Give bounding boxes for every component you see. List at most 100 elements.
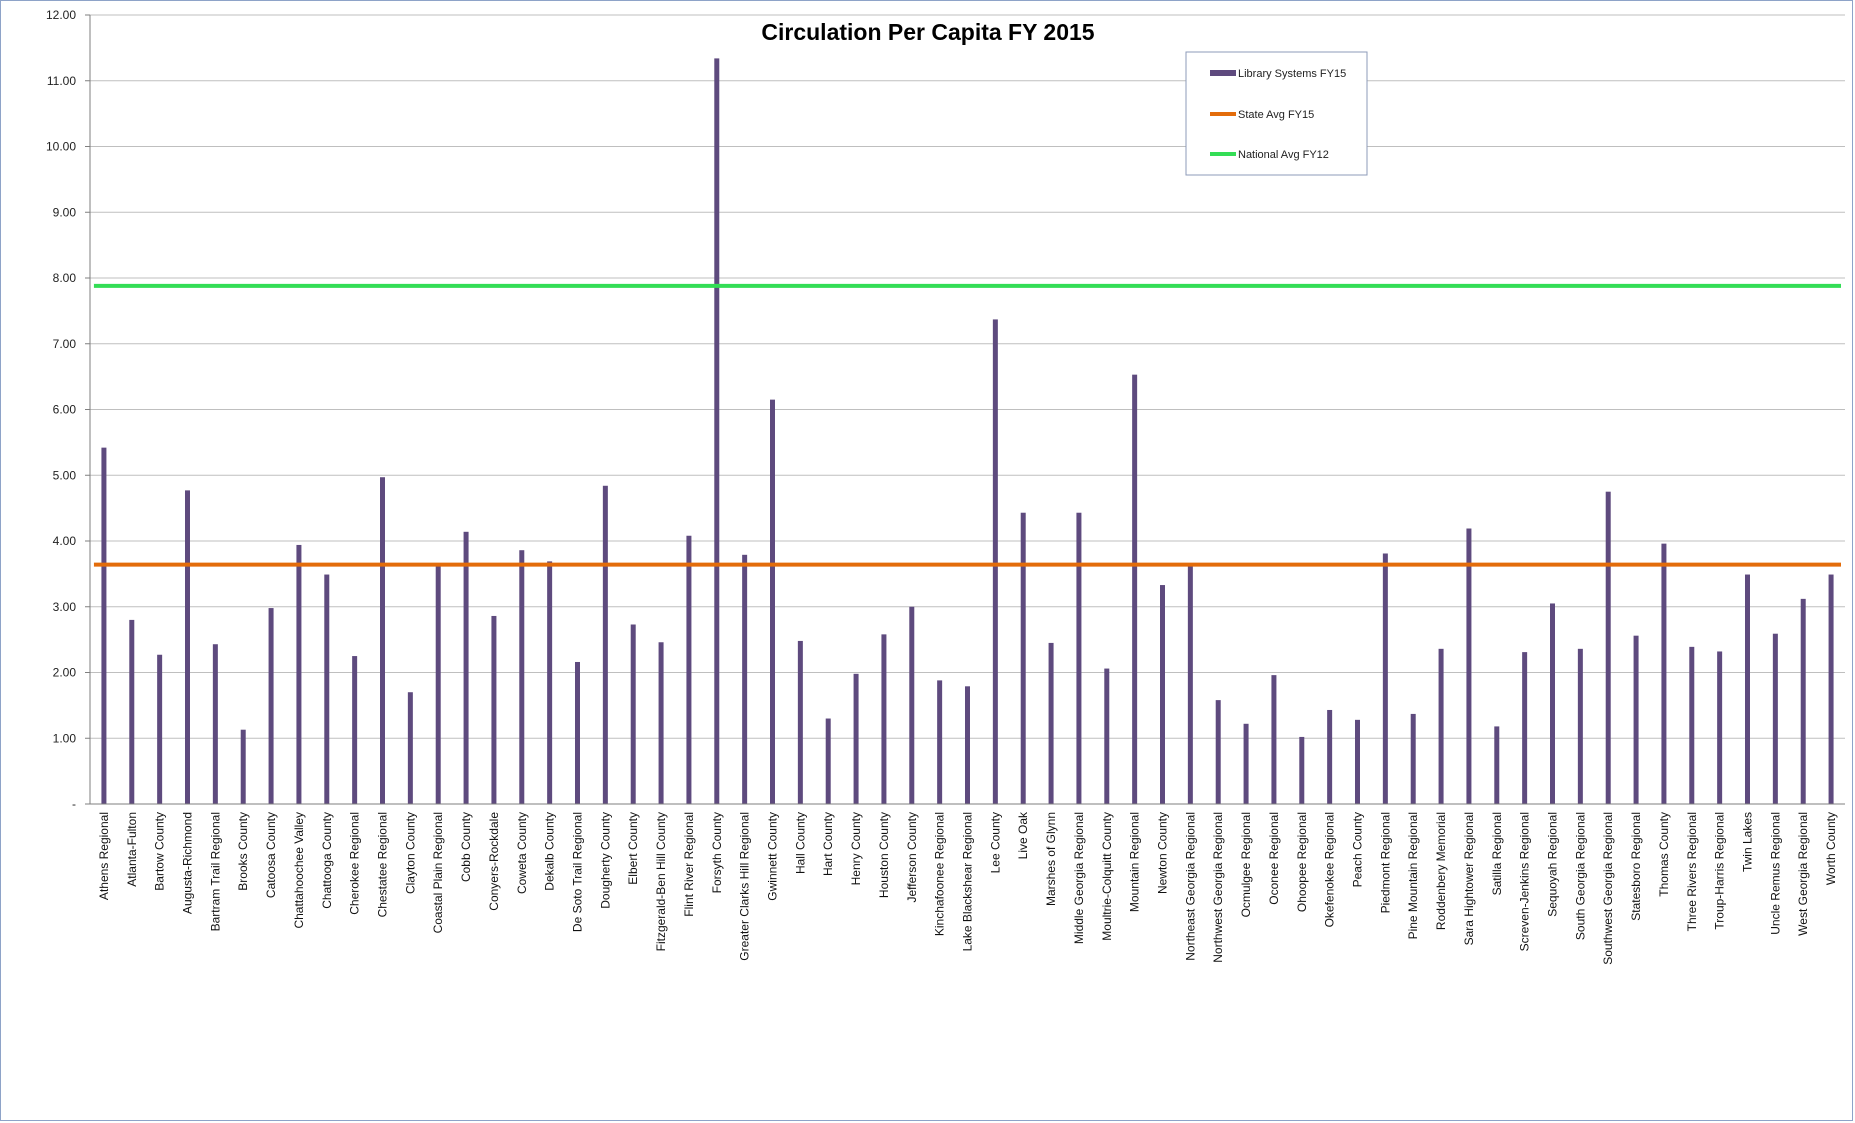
bar [129, 619, 135, 804]
x-tick-label: Houston County [877, 812, 891, 898]
bar [853, 673, 859, 804]
bar [1104, 668, 1110, 804]
bar [825, 718, 831, 804]
bar [296, 544, 302, 804]
bar [770, 399, 775, 804]
bar [212, 644, 218, 804]
bar [1466, 528, 1472, 804]
x-tick-label: Pine Mountain Regional [1406, 812, 1420, 939]
x-tick-label: Hart County [821, 812, 835, 876]
x-tick-label: Mountain Regional [1128, 812, 1142, 912]
x-tick-label: Uncle Remus Regional [1768, 812, 1782, 935]
x-tick-label: Catoosa County [264, 812, 278, 898]
x-tick-label: Live Oak [1016, 811, 1030, 859]
bar [491, 615, 497, 804]
bar [1355, 719, 1360, 804]
y-tick-label: 6.00 [53, 403, 77, 417]
x-tick-label: De Soto Trail Regional [571, 812, 585, 932]
bar [1577, 648, 1583, 804]
bar [1271, 675, 1277, 804]
bar [1076, 512, 1082, 804]
y-tick-label: 9.00 [53, 205, 77, 219]
x-tick-label: Brooks County [236, 812, 250, 891]
legend-label-national-avg: National Avg FY12 [1238, 149, 1329, 161]
x-tick-label: West Georgia Regional [1796, 812, 1810, 936]
y-tick-label: 10.00 [46, 140, 76, 154]
y-tick-label: 2.00 [53, 666, 77, 680]
bar [1605, 491, 1611, 804]
bar [1327, 709, 1333, 804]
x-tick-label: Jefferson County [905, 812, 919, 903]
x-tick-label: Peach County [1351, 812, 1365, 887]
legend-label-state-avg: State Avg FY15 [1238, 109, 1314, 121]
x-tick-label: Sara Hightower Regional [1462, 812, 1476, 945]
x-tick-label: Elbert County [626, 812, 640, 885]
bar [1243, 723, 1249, 804]
bar [1048, 642, 1054, 804]
bar [463, 531, 469, 804]
x-tick-label: Cobb County [459, 812, 473, 882]
y-tick-label: 11.00 [47, 74, 76, 88]
x-tick-label: Augusta-Richmond [181, 812, 195, 914]
x-tick-label: Flint River Regional [682, 812, 696, 917]
x-tick-label: Ohoopee Regional [1295, 812, 1309, 912]
bar [268, 608, 274, 804]
bar [630, 624, 636, 804]
x-tick-label: Forsyth County [710, 812, 724, 893]
bar [658, 642, 664, 804]
grid-lines [90, 14, 1845, 739]
average-lines [93, 283, 1841, 567]
bar [324, 574, 330, 804]
bar [1187, 565, 1193, 804]
bar [1745, 574, 1750, 804]
bar [1160, 585, 1165, 804]
bar [965, 686, 970, 804]
bar [1494, 726, 1500, 804]
bar [380, 477, 385, 804]
x-tick-label: Athens Regional [97, 812, 111, 900]
x-tick-label: Screven-Jenkins Regional [1518, 812, 1532, 951]
x-tick-label: Troup-Harris Regional [1713, 812, 1727, 930]
bar [686, 535, 692, 804]
y-tick-label: 7.00 [53, 337, 77, 351]
bar-series [101, 58, 1834, 804]
x-tick-label: Worth County [1824, 812, 1838, 885]
x-axis: Athens Regional Atlanta-Fulton Bartow Coun… [90, 803, 1845, 965]
y-tick-label: 3.00 [53, 600, 77, 614]
x-tick-label: Bartow County [153, 812, 167, 891]
bar [1772, 633, 1778, 804]
x-tick-label: Clayton County [403, 812, 417, 894]
x-tick-label: Coweta County [515, 812, 529, 894]
bar [435, 565, 441, 804]
x-tick-label: Southwest Georgia Regional [1601, 812, 1615, 965]
y-tick-label: 4.00 [53, 534, 77, 548]
y-tick-label: 8.00 [53, 271, 77, 285]
bar [714, 58, 720, 804]
x-tick-label: Newton County [1156, 812, 1170, 894]
x-tick-label: Cherokee Regional [348, 812, 362, 915]
x-tick-label: Roddenbery Memorial [1434, 812, 1448, 930]
x-tick-label: Kinchafoonee Regional [933, 812, 947, 936]
x-tick-label: Fitzgerald-Ben Hill County [654, 812, 668, 951]
x-tick-label: Satilla Regional [1490, 812, 1504, 895]
y-tick-label: 1.00 [53, 731, 77, 745]
bar [352, 656, 358, 804]
x-tick-label: Dekalb County [543, 812, 557, 891]
bar [1661, 543, 1667, 804]
x-tick-label: Lee County [988, 812, 1002, 873]
x-tick-label: Piedmont Regional [1378, 812, 1392, 913]
bar [992, 319, 998, 804]
bar [240, 729, 246, 804]
y-tick-label: 5.00 [53, 468, 77, 482]
x-tick-label: Atlanta-Fulton [125, 812, 139, 887]
x-tick-label: Marshes of Glynn [1044, 812, 1058, 906]
bar [1020, 512, 1026, 804]
bar [101, 447, 107, 804]
legend: Library Systems FY15 State Avg FY15 Nati… [1185, 51, 1368, 176]
x-tick-label: Dougherty County [598, 812, 612, 909]
x-tick-label: Chattooga County [320, 812, 334, 909]
bar [519, 550, 525, 804]
x-tick-label: Henry County [849, 812, 863, 885]
